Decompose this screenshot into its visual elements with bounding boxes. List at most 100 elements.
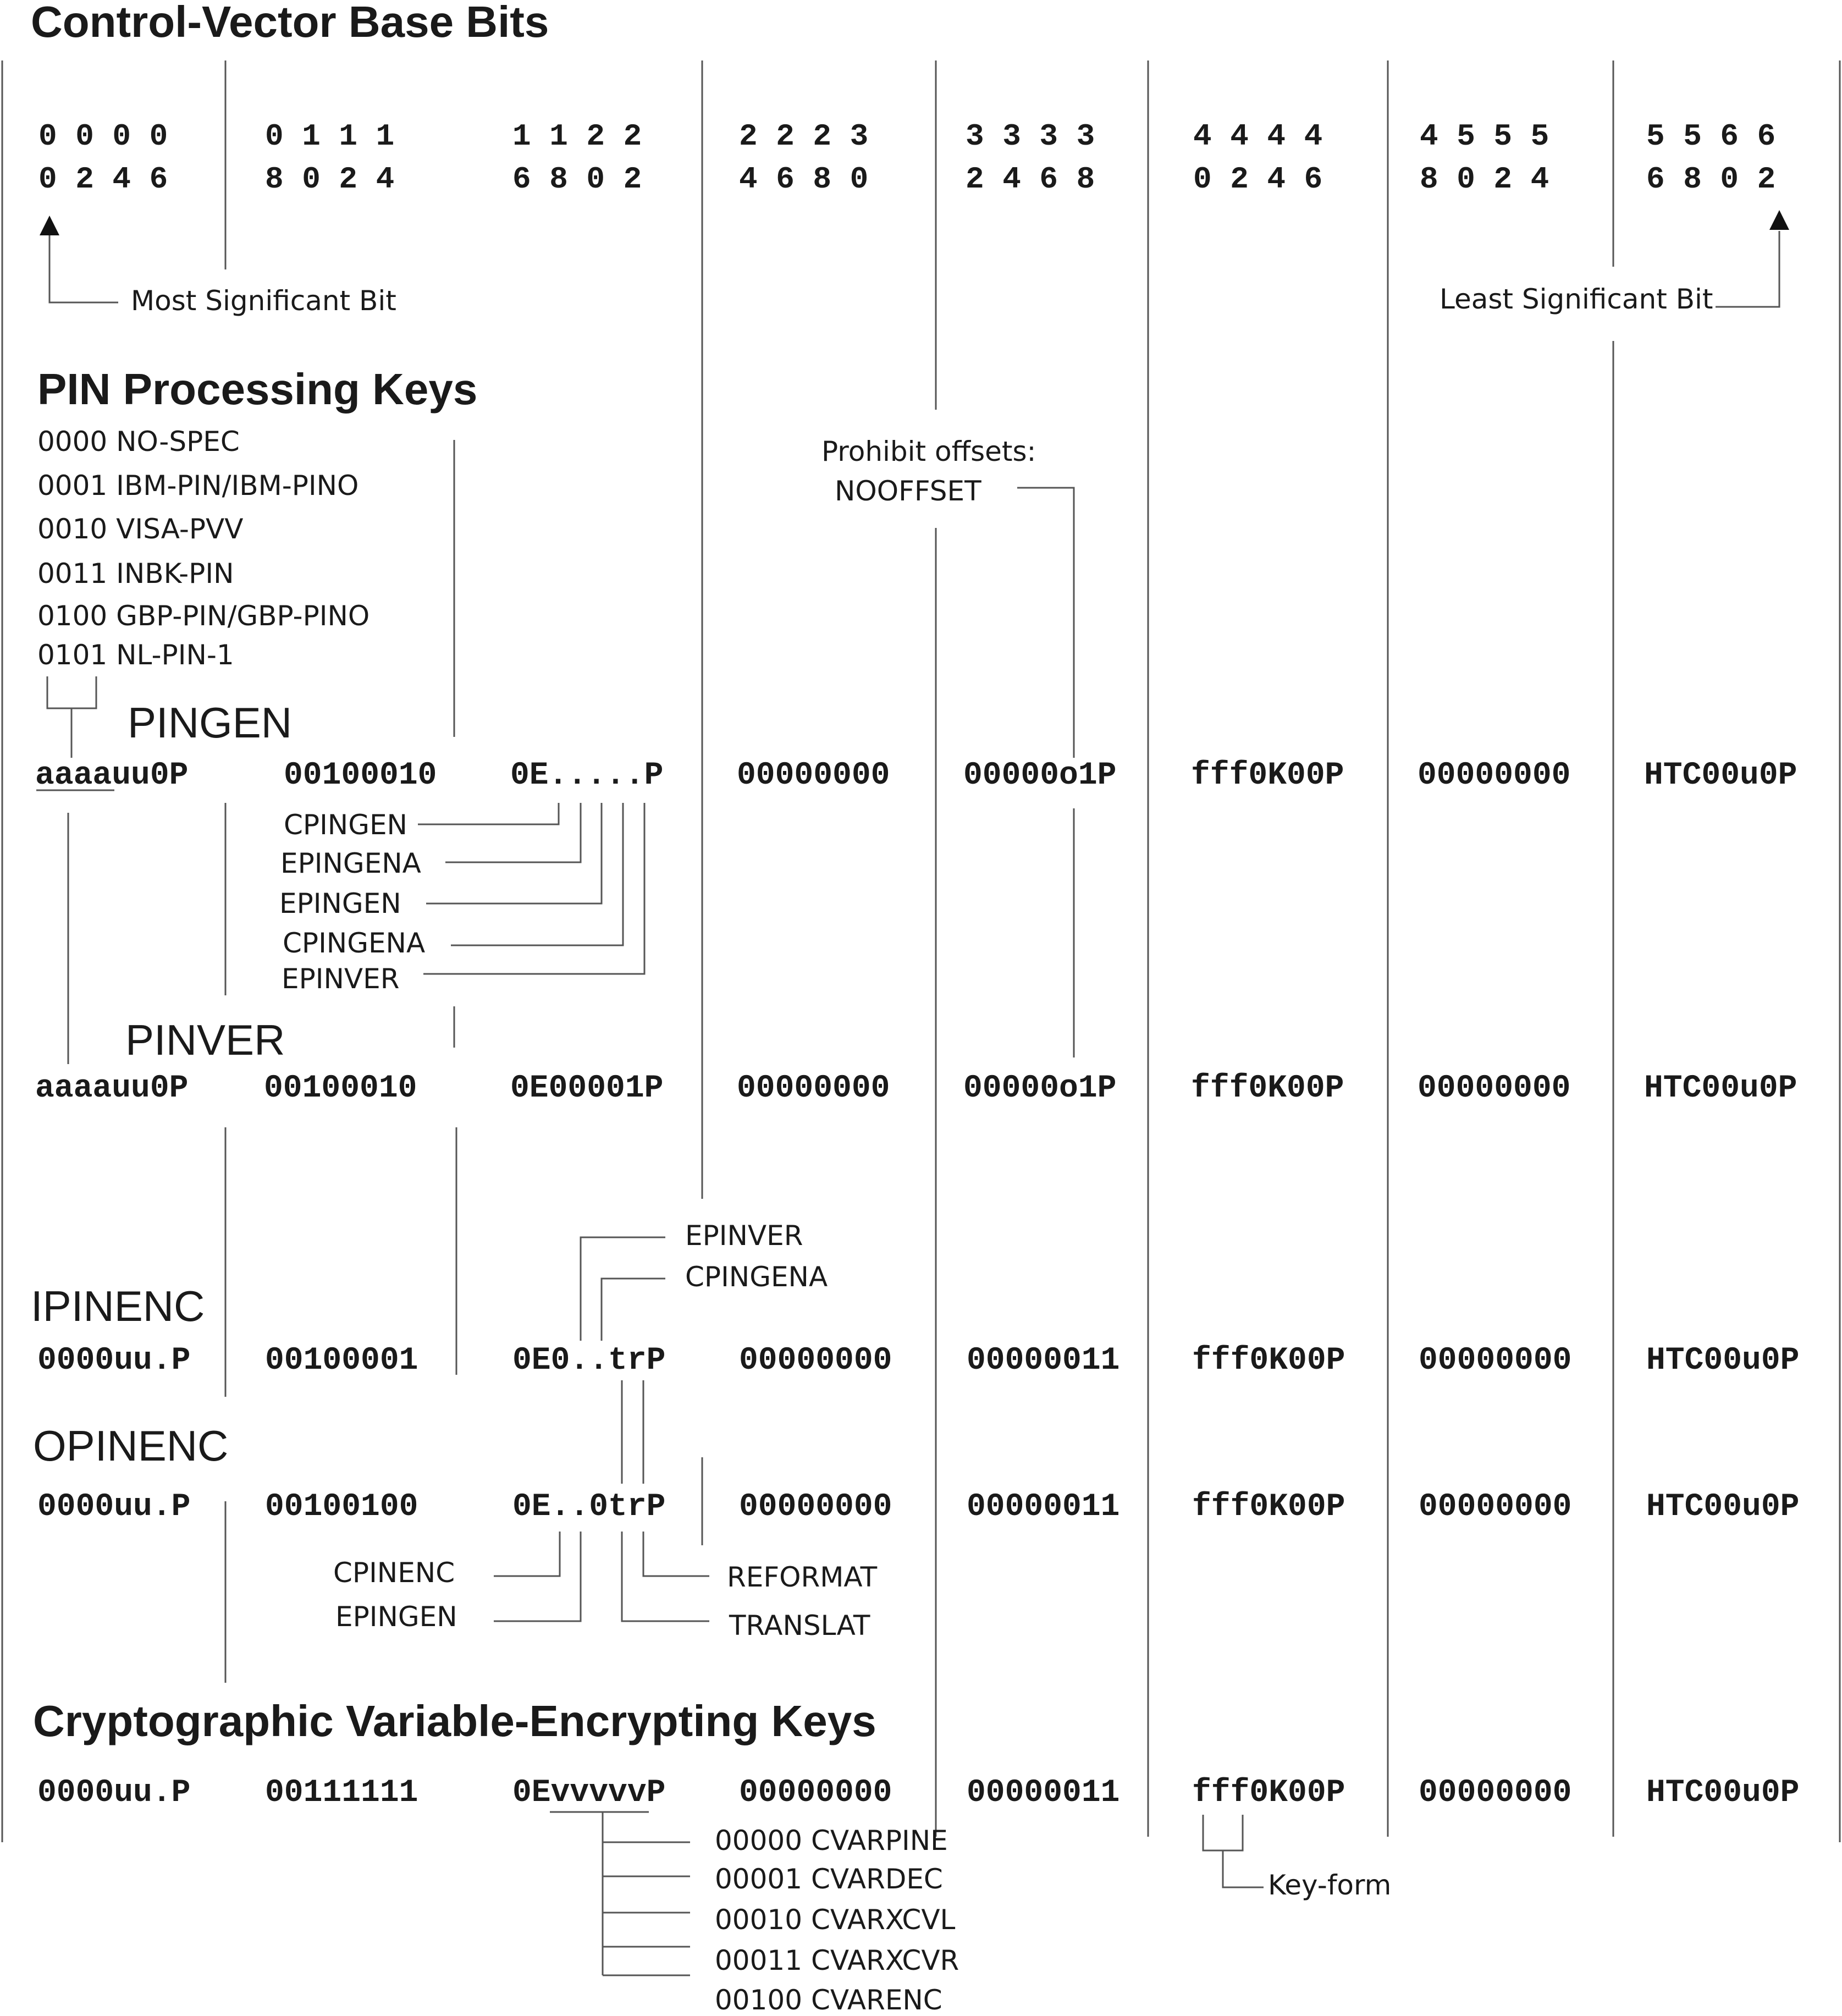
epingena-connector bbox=[445, 803, 582, 863]
control-vector-field: 0000uu.P bbox=[37, 1343, 191, 1379]
control-vector-field: fff0K00P bbox=[1191, 758, 1344, 794]
algorithm-item: 0000 NO-SPEC bbox=[37, 426, 240, 458]
keyform-bracket bbox=[1202, 1815, 1244, 1852]
control-vector-field: fff0K00P bbox=[1192, 1775, 1345, 1811]
control-vector-field: aaaauu0P bbox=[35, 1071, 189, 1106]
msb-arrowhead bbox=[40, 216, 59, 235]
cpinenc-connector bbox=[494, 1532, 561, 1577]
control-vector-field: 00000000 bbox=[739, 1489, 892, 1525]
algorithm-item: 0101 NL-PIN-1 bbox=[37, 639, 234, 671]
control-vector-field: HTC00u0P bbox=[1644, 1071, 1797, 1106]
control-vector-field: fff0K00P bbox=[1192, 1489, 1345, 1525]
control-vector-field: 00000011 bbox=[967, 1489, 1120, 1525]
control-vector-field: 00000000 bbox=[739, 1343, 892, 1379]
control-vector-field: 00100100 bbox=[265, 1489, 418, 1525]
control-vector-field: 00100010 bbox=[264, 1071, 417, 1106]
pingen-subtype: EPINGENA bbox=[280, 847, 421, 879]
opinenc-subtype-cpinenc: CPINENC bbox=[333, 1557, 455, 1589]
algorithm-bracket bbox=[46, 676, 97, 709]
control-vector-field: 00000o1P bbox=[963, 1071, 1117, 1106]
control-vector-field: 0E.....P bbox=[510, 758, 664, 794]
cvek-heading: Cryptographic Variable-Encrypting Keys bbox=[33, 1696, 876, 1745]
prohibit-offsets-label: Prohibit offsets: bbox=[821, 436, 1036, 467]
control-vector-field: HTC00u0P bbox=[1646, 1775, 1800, 1811]
opinenc-epingen-connector bbox=[494, 1532, 582, 1622]
control-vector-field: 0000uu.P bbox=[37, 1489, 191, 1525]
ipinenc-subtype-epinver: EPINVER bbox=[685, 1220, 803, 1252]
pingen-subtype: CPINGENA bbox=[283, 927, 426, 959]
ipinenc-label: IPINENC bbox=[31, 1282, 205, 1330]
control-vector-field: 00000000 bbox=[737, 758, 890, 794]
bit-position-bottom: 8 0 2 4 bbox=[265, 162, 395, 197]
bit-position-bottom: 6 8 0 2 bbox=[1646, 162, 1776, 197]
algorithm-item: 0010 VISA-PVV bbox=[37, 513, 244, 545]
control-vector-field: 00000011 bbox=[967, 1775, 1120, 1811]
control-vector-field: 0000uu.P bbox=[37, 1775, 191, 1811]
bit-position-bottom: 8 0 2 4 bbox=[1420, 162, 1549, 197]
control-vector-field: 00000000 bbox=[737, 1071, 890, 1106]
control-vector-field: 0EvvvvvP bbox=[512, 1775, 666, 1811]
cvek-subtype: 00000 CVARPINE bbox=[715, 1825, 948, 1857]
opinenc-subtype-epingen: EPINGEN bbox=[335, 1601, 457, 1633]
nooffset-label: NOOFFSET bbox=[835, 475, 981, 507]
lsb-connector bbox=[1716, 231, 1780, 308]
control-vector-field: 00000000 bbox=[1419, 1775, 1572, 1811]
control-vector-field: 00000000 bbox=[1419, 1489, 1572, 1525]
cvek-subtype: 00001 CVARDEC bbox=[715, 1863, 943, 1895]
lsb-arrowhead bbox=[1769, 210, 1789, 230]
control-vector-field: 00000000 bbox=[739, 1775, 892, 1811]
control-vector-field: 0E00001P bbox=[510, 1071, 664, 1106]
cvek-subtype: 00010 CVARXCVL bbox=[715, 1904, 956, 1936]
nooffset-connector bbox=[1017, 487, 1075, 758]
bit-position-bottom: 0 2 4 6 bbox=[38, 162, 168, 197]
algorithm-item: 0011 INBK-PIN bbox=[37, 558, 234, 590]
bit-position-bottom: 2 4 6 8 bbox=[966, 162, 1095, 197]
epinver-connector bbox=[423, 803, 646, 975]
control-vector-field: aaaauu0P bbox=[35, 758, 189, 794]
bit-position-top: 4 4 4 4 bbox=[1193, 119, 1323, 154]
pin-processing-heading: PIN Processing Keys bbox=[37, 365, 478, 414]
bit-position-bottom: 6 8 0 2 bbox=[512, 162, 642, 197]
control-vector-field: fff0K00P bbox=[1192, 1343, 1345, 1379]
bit-position-top: 5 5 6 6 bbox=[1646, 119, 1776, 154]
translat-connector bbox=[621, 1532, 709, 1622]
keyform-connector bbox=[1222, 1850, 1264, 1888]
msb-connector bbox=[48, 231, 118, 304]
pingen-subtype: EPINGEN bbox=[279, 888, 401, 919]
algorithm-item: 0100 GBP-PIN/GBP-PINO bbox=[37, 600, 370, 632]
cpingena-connector bbox=[451, 803, 624, 946]
page-title: Control-Vector Base Bits bbox=[31, 0, 549, 46]
pingen-label: PINGEN bbox=[128, 698, 293, 747]
control-vector-field: 0E..0trP bbox=[512, 1489, 666, 1525]
bit-position-top: 4 5 5 5 bbox=[1420, 119, 1549, 154]
control-vector-field: 00111111 bbox=[265, 1775, 418, 1811]
pinver-label: PINVER bbox=[125, 1016, 285, 1064]
control-vector-field: 00000000 bbox=[1418, 758, 1571, 794]
control-vector-field: 0E0..trP bbox=[512, 1343, 666, 1379]
pingen-subtype: CPINGEN bbox=[284, 809, 407, 841]
control-vector-field: HTC00u0P bbox=[1646, 1489, 1800, 1525]
control-vector-field: fff0K00P bbox=[1191, 1071, 1344, 1106]
control-vector-field: 00100010 bbox=[284, 758, 437, 794]
opinenc-label: OPINENC bbox=[33, 1422, 229, 1470]
control-vector-field: 00000011 bbox=[967, 1343, 1120, 1379]
control-vector-field: 00100001 bbox=[265, 1343, 418, 1379]
ipinenc-cpingena-connector bbox=[600, 1277, 665, 1341]
bit-position-top: 2 2 2 3 bbox=[739, 119, 869, 154]
cvek-subtype: 00100 CVARENC bbox=[715, 1984, 942, 2016]
bit-position-bottom: 0 2 4 6 bbox=[1193, 162, 1323, 197]
control-vector-field: 00000000 bbox=[1418, 1071, 1571, 1106]
control-vector-field: HTC00u0P bbox=[1646, 1343, 1800, 1379]
reformat-connector bbox=[642, 1532, 709, 1577]
ipinenc-epinver-connector bbox=[580, 1236, 665, 1341]
control-vector-field: 00000o1P bbox=[963, 758, 1117, 794]
epingen-connector bbox=[426, 803, 603, 905]
ipinenc-subtype-cpingena: CPINGENA bbox=[685, 1261, 828, 1293]
bit-position-top: 3 3 3 3 bbox=[966, 119, 1095, 154]
bit-position-top: 1 1 2 2 bbox=[512, 119, 642, 154]
opinenc-subtype-reformat: REFORMAT bbox=[727, 1561, 878, 1593]
keyform-label: Key-form bbox=[1268, 1869, 1392, 1901]
cvek-subtype: 00011 CVARXCVR bbox=[715, 1945, 959, 1976]
